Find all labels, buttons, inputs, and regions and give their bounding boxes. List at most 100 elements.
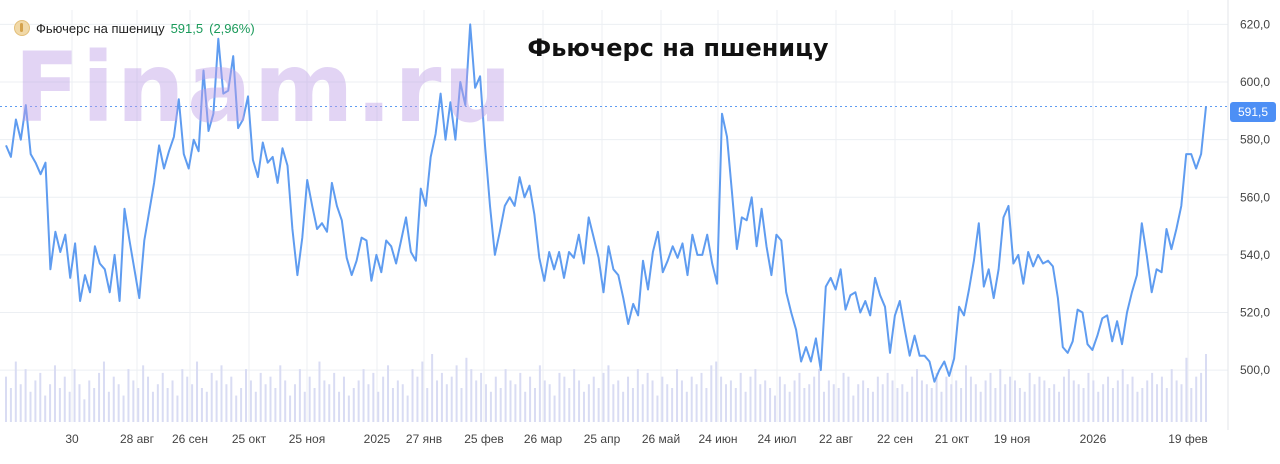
volume-bar xyxy=(979,391,982,422)
legend-price: 591,5 xyxy=(170,20,204,36)
volume-bar xyxy=(147,376,150,422)
volume-bar xyxy=(98,372,101,422)
volume-bar xyxy=(984,380,987,422)
volume-bar xyxy=(230,376,233,422)
volume-bar xyxy=(1107,376,1110,422)
volume-bar xyxy=(568,388,571,422)
volume-bar xyxy=(269,376,272,422)
volume-bar xyxy=(832,384,835,422)
instrument-legend: Фьючерс на пшеницу 591,5 (2,96%) xyxy=(14,20,255,36)
volume-bar xyxy=(524,391,527,422)
volume-bar xyxy=(1131,376,1134,422)
volume-bar xyxy=(930,388,933,422)
volume-bar xyxy=(734,388,737,422)
volume-bar xyxy=(906,391,909,422)
volume-bar xyxy=(960,388,963,422)
volume-bar xyxy=(161,372,164,422)
volume-bar xyxy=(578,380,581,422)
current-price-tag: 591,5 xyxy=(1230,102,1276,122)
volume-bar xyxy=(509,380,512,422)
volume-bar xyxy=(788,391,791,422)
volume-bar xyxy=(63,376,66,422)
legend-change: (2,96%) xyxy=(209,20,255,36)
volume-bar xyxy=(896,388,899,422)
volume-bar xyxy=(421,361,424,422)
volume-bar xyxy=(641,384,644,422)
volume-bar xyxy=(416,376,419,422)
volume-bar xyxy=(602,372,605,422)
volume-bar xyxy=(200,388,203,422)
volume-bar xyxy=(1028,372,1031,422)
volume-bar xyxy=(274,388,277,422)
x-tick-label: 2025 xyxy=(364,432,391,446)
volume-bar xyxy=(759,384,762,422)
volume-bar xyxy=(573,369,576,422)
volume-bar xyxy=(142,365,145,422)
volume-bar xyxy=(1082,388,1085,422)
volume-bar xyxy=(298,369,301,422)
volume-bar xyxy=(357,380,360,422)
volume-bar xyxy=(842,372,845,422)
x-tick-label: 27 янв xyxy=(406,432,442,446)
volume-bar xyxy=(685,391,688,422)
volume-bar xyxy=(597,388,600,422)
y-tick-label: 520,0 xyxy=(1240,306,1270,320)
volume-bar xyxy=(191,384,194,422)
volume-bar xyxy=(715,361,718,422)
volume-bar xyxy=(5,376,7,422)
volume-bar xyxy=(166,388,169,422)
volume-bar xyxy=(73,369,76,422)
x-tick-label: 25 фев xyxy=(464,432,504,446)
volume-bar xyxy=(852,395,855,422)
volume-bar xyxy=(235,395,238,422)
volume-bar xyxy=(798,372,801,422)
x-tick-label: 30 xyxy=(65,432,79,446)
volume-bar xyxy=(107,391,110,422)
volume-bar xyxy=(627,376,630,422)
volume-bar xyxy=(328,384,331,422)
volume-bar xyxy=(847,376,850,422)
volume-bar xyxy=(710,365,713,422)
volume-bar xyxy=(881,384,884,422)
volume-bar xyxy=(245,369,247,422)
x-tick-label: 26 мар xyxy=(524,432,563,446)
volume-bar xyxy=(857,384,860,422)
volume-bar xyxy=(636,369,639,422)
volume-bar xyxy=(862,380,865,422)
volume-bar xyxy=(39,372,42,422)
x-tick-label: 24 июл xyxy=(757,432,796,446)
volume-bar xyxy=(974,384,977,422)
volume-bar xyxy=(553,395,556,422)
volume-bar xyxy=(965,365,967,422)
volume-bar xyxy=(347,395,350,422)
volume-bar xyxy=(396,380,399,422)
volume-bar xyxy=(867,388,870,422)
volume-bar xyxy=(945,376,948,422)
volume-bar xyxy=(117,384,120,422)
volume-bar xyxy=(176,395,179,422)
volume-bar xyxy=(499,388,502,422)
wheat-icon xyxy=(14,20,30,36)
volume-bar xyxy=(582,391,585,422)
volume-bar xyxy=(631,388,634,422)
volume-bar xyxy=(1200,372,1203,422)
volume-bar xyxy=(793,380,796,422)
price-series-line xyxy=(5,23,1207,383)
volume-bar xyxy=(284,380,287,422)
volume-bar xyxy=(700,372,703,422)
volume-bar xyxy=(680,380,683,422)
volume-bar xyxy=(151,391,154,422)
volume-bar xyxy=(1156,384,1159,422)
volume-bar xyxy=(44,395,47,422)
volume-bar xyxy=(744,391,747,422)
volume-bar xyxy=(352,388,355,422)
x-tick-label: 19 ноя xyxy=(994,432,1030,446)
volume-bar xyxy=(808,384,811,422)
volume-bar xyxy=(489,391,492,422)
volume-bar xyxy=(387,365,390,422)
volume-bar xyxy=(58,388,61,422)
x-tick-label: 21 окт xyxy=(935,432,970,446)
volume-bar xyxy=(871,391,874,422)
volume-bar xyxy=(529,376,532,422)
